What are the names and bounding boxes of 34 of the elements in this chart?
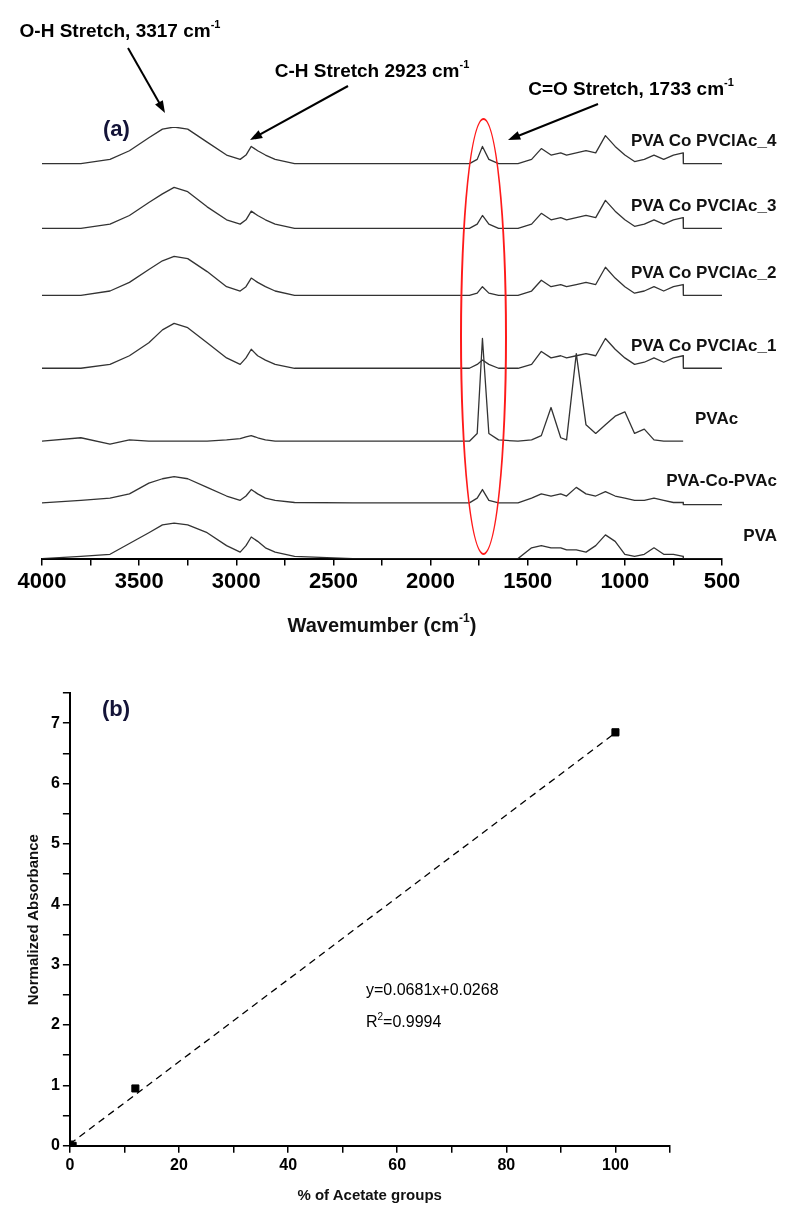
y-axis-title: Normalized Absorbance (24, 834, 42, 1006)
y-tick-label: 5 (50, 834, 60, 852)
y-tick-label: 7 (50, 713, 60, 731)
x-tick-label: 2500 (308, 567, 358, 593)
x-tick-label: 100 (602, 1155, 629, 1173)
x-tick-label: 1000 (600, 567, 650, 593)
y-tick-label: 3 (50, 955, 60, 973)
series-label: PVA-Co-PVAc (666, 470, 777, 490)
y-tick-label: 0 (50, 1136, 60, 1154)
y-tick-label: 1 (50, 1075, 60, 1093)
annotation: (a) (103, 116, 130, 142)
x-tick-label: 60 (388, 1155, 407, 1173)
series-label: PVAc (695, 408, 739, 428)
y-tick-label: 2 (50, 1015, 60, 1033)
y-tick-label: 4 (50, 894, 60, 912)
x-tick-label: 0 (65, 1155, 75, 1173)
annotation: (b) (102, 696, 131, 722)
y-tick-label: 6 (50, 773, 60, 791)
x-axis-title: % of Acetate groups (297, 1186, 442, 1204)
x-tick-label: 4000 (17, 567, 67, 593)
x-tick-label: 3500 (114, 567, 164, 593)
x-tick-label: 1500 (503, 567, 553, 593)
x-tick-label: 500 (703, 567, 741, 593)
x-tick-label: 2000 (406, 567, 456, 593)
x-tick-label: 40 (279, 1155, 298, 1173)
series-label: PVA (743, 526, 778, 546)
x-tick-label: 80 (497, 1155, 516, 1173)
series-label: PVA Co PVClAc_3 (630, 196, 777, 216)
x-tick-label: 20 (170, 1155, 189, 1173)
annotation: y=0.0681x+0.0268 (366, 981, 499, 999)
series-label: PVA Co PVClAc_4 (630, 131, 777, 151)
series-label: PVA Co PVClAc_1 (630, 335, 777, 355)
x-tick-label: 3000 (211, 567, 261, 593)
series-label: PVA Co PVClAc_2 (630, 263, 777, 283)
